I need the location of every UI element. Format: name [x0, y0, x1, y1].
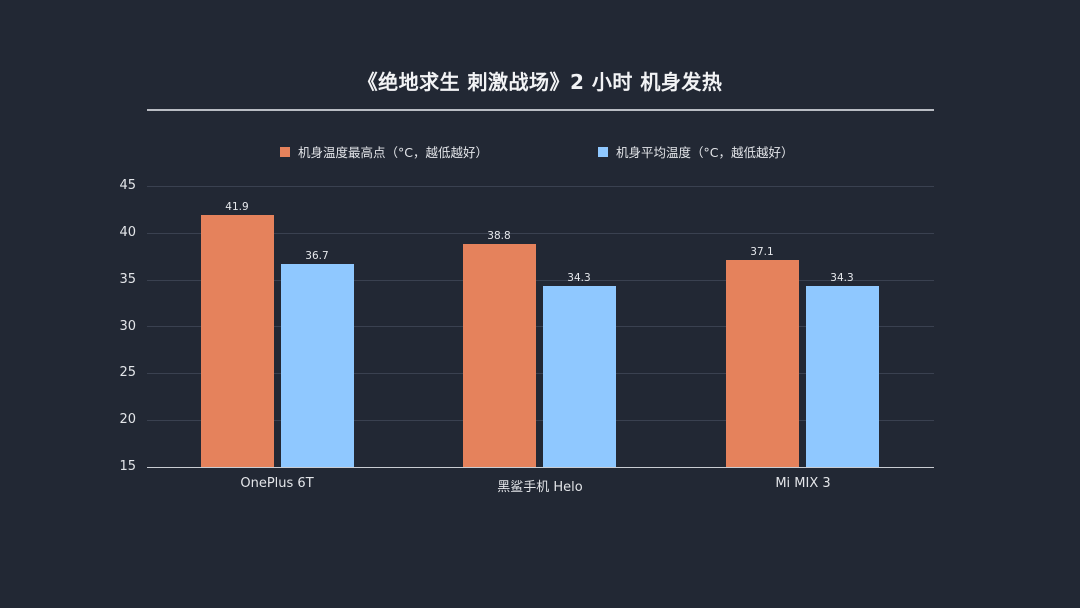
value-label: 37.1: [750, 246, 774, 258]
plot-area: 41.9 36.7 38.8 34.3 37.1 34.3: [147, 186, 934, 468]
y-tick: 20: [119, 412, 136, 427]
legend-label: 机身平均温度（°C，越低越好）: [616, 145, 794, 160]
legend-swatch-blue: [598, 146, 608, 157]
y-tick: 40: [119, 225, 136, 240]
gridline: [147, 233, 934, 234]
title-divider: [147, 109, 934, 111]
value-label: 36.7: [305, 250, 329, 262]
y-tick: 35: [119, 272, 136, 287]
y-tick: 30: [119, 319, 136, 334]
bar-oneplus-avg: [281, 264, 354, 467]
y-tick: 25: [119, 365, 136, 380]
x-axis-line: [147, 467, 934, 468]
gridline: [147, 280, 934, 281]
legend-item-max-temp: 机身温度最高点（°C，越低越好）: [280, 142, 488, 161]
value-label: 34.3: [830, 272, 854, 284]
x-category-label: 黑鲨手机 Helo: [497, 480, 583, 495]
legend-swatch-orange: [280, 146, 290, 157]
y-tick: 45: [119, 178, 136, 193]
gridline: [147, 420, 934, 421]
y-tick: 15: [119, 459, 136, 474]
legend-item-avg-temp: 机身平均温度（°C，越低越好）: [598, 142, 793, 161]
gridline: [147, 373, 934, 374]
value-label: 41.9: [225, 201, 249, 213]
bar-oneplus-max: [201, 215, 274, 467]
x-category-label: Mi MIX 3: [775, 476, 831, 491]
bar-mimix-avg: [806, 286, 879, 467]
bar-helo-avg: [543, 286, 616, 467]
x-category-label: OnePlus 6T: [240, 476, 314, 491]
gridline: [147, 326, 934, 327]
gridline: [147, 186, 934, 187]
bar-helo-max: [463, 244, 536, 467]
bar-mimix-max: [726, 260, 799, 467]
chart-title: 《绝地求生 刺激战场》2 小时 机身发热: [357, 70, 723, 94]
value-label: 38.8: [487, 230, 511, 242]
legend-label: 机身温度最高点（°C，越低越好）: [298, 145, 488, 160]
value-label: 34.3: [567, 272, 591, 284]
